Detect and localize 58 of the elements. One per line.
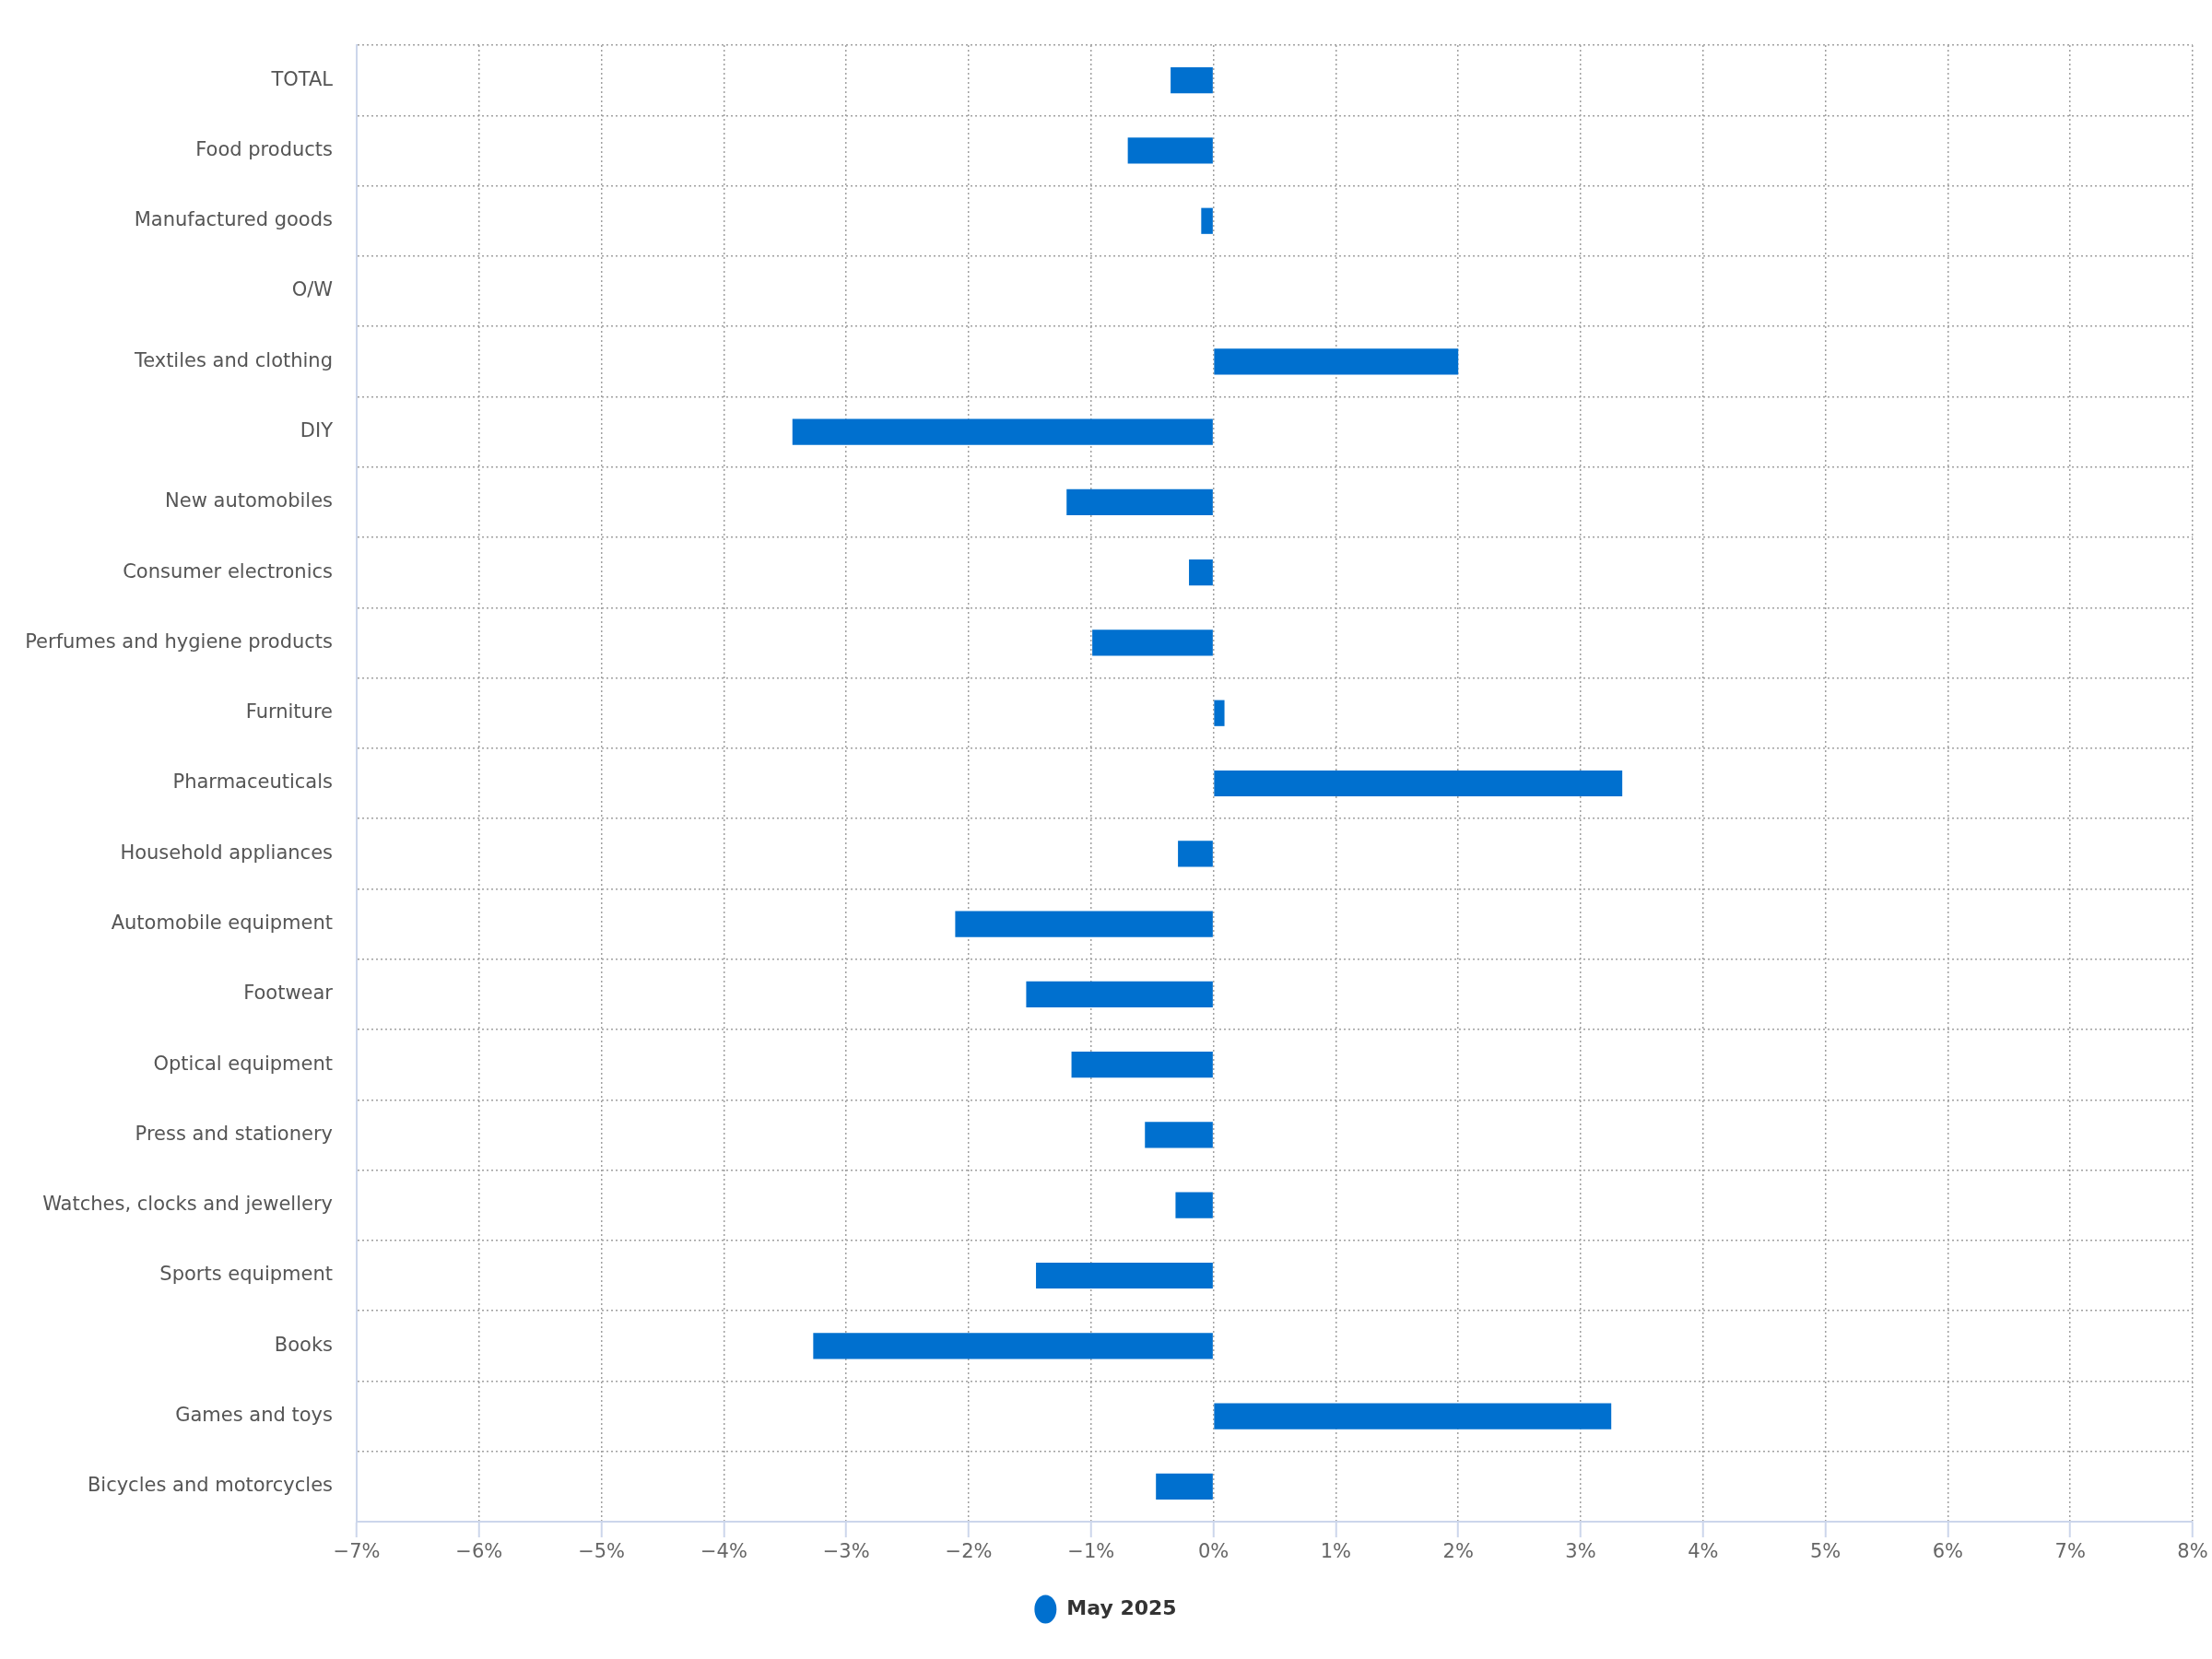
x-tick-label: −2% xyxy=(945,1540,993,1563)
y-tick-label: Sports equipment xyxy=(159,1263,333,1286)
bar xyxy=(1036,1262,1213,1289)
x-tick-label: −7% xyxy=(333,1540,381,1563)
bar xyxy=(1145,1122,1213,1148)
bar xyxy=(1214,700,1225,726)
bar xyxy=(1214,770,1623,797)
y-tick-label: Textiles and clothing xyxy=(133,348,333,371)
bar xyxy=(955,911,1213,937)
y-tick-label: TOTAL xyxy=(270,67,334,90)
bar xyxy=(1178,841,1213,867)
x-tick-label: −5% xyxy=(578,1540,626,1563)
y-tick-label: Household appliances xyxy=(120,841,333,864)
bar xyxy=(1189,559,1213,586)
y-tick-label: New automobiles xyxy=(165,489,333,512)
bar xyxy=(1071,1052,1213,1078)
x-tick-label: 1% xyxy=(1320,1540,1352,1563)
x-tick-label: −1% xyxy=(1067,1540,1115,1563)
bar xyxy=(1175,1192,1213,1218)
y-tick-label: Bicycles and motorcycles xyxy=(87,1474,333,1497)
bar xyxy=(1171,67,1213,94)
y-tick-label: Food products xyxy=(195,137,333,160)
x-tick-label: 8% xyxy=(2177,1540,2208,1563)
x-tick-label: 4% xyxy=(1688,1540,1719,1563)
x-tick-label: −6% xyxy=(455,1540,503,1563)
x-tick-label: 5% xyxy=(1809,1540,1841,1563)
legend-label: May 2025 xyxy=(1066,1595,1177,1619)
y-tick-label: Footwear xyxy=(243,982,334,1005)
bar xyxy=(1127,137,1213,164)
y-tick-label: Automobile equipment xyxy=(111,912,333,935)
bar xyxy=(1066,488,1213,515)
bar xyxy=(792,418,1213,445)
bar xyxy=(1092,629,1213,656)
bar xyxy=(813,1333,1213,1359)
y-tick-label: DIY xyxy=(300,419,334,442)
y-tick-label: Press and stationery xyxy=(135,1122,333,1145)
y-tick-label: Books xyxy=(274,1333,333,1356)
y-tick-label: Furniture xyxy=(245,700,333,724)
y-tick-label: O/W xyxy=(291,278,334,301)
x-tick-label: 6% xyxy=(1932,1540,1964,1563)
x-tick-label: 7% xyxy=(2054,1540,2086,1563)
bar xyxy=(1214,1403,1612,1430)
bar xyxy=(1156,1473,1213,1500)
x-tick-label: −3% xyxy=(822,1540,870,1563)
y-tick-label: Pharmaceuticals xyxy=(172,771,333,794)
x-tick-label: 0% xyxy=(1197,1540,1230,1563)
x-tick-label: 3% xyxy=(1565,1540,1596,1563)
y-tick-label: Games and toys xyxy=(175,1404,333,1427)
y-tick-label: Manufactured goods xyxy=(134,208,333,231)
x-tick-label: −4% xyxy=(700,1540,747,1563)
y-tick-label: Watches, clocks and jewellery xyxy=(42,1193,333,1216)
y-tick-label: Perfumes and hygiene products xyxy=(25,629,333,653)
bar xyxy=(1214,348,1459,375)
bar xyxy=(1026,981,1213,1007)
x-tick-label: 2% xyxy=(1442,1540,1474,1563)
y-tick-label: Consumer electronics xyxy=(123,559,333,582)
y-tick-label: Optical equipment xyxy=(153,1052,333,1075)
bar xyxy=(1201,207,1213,234)
